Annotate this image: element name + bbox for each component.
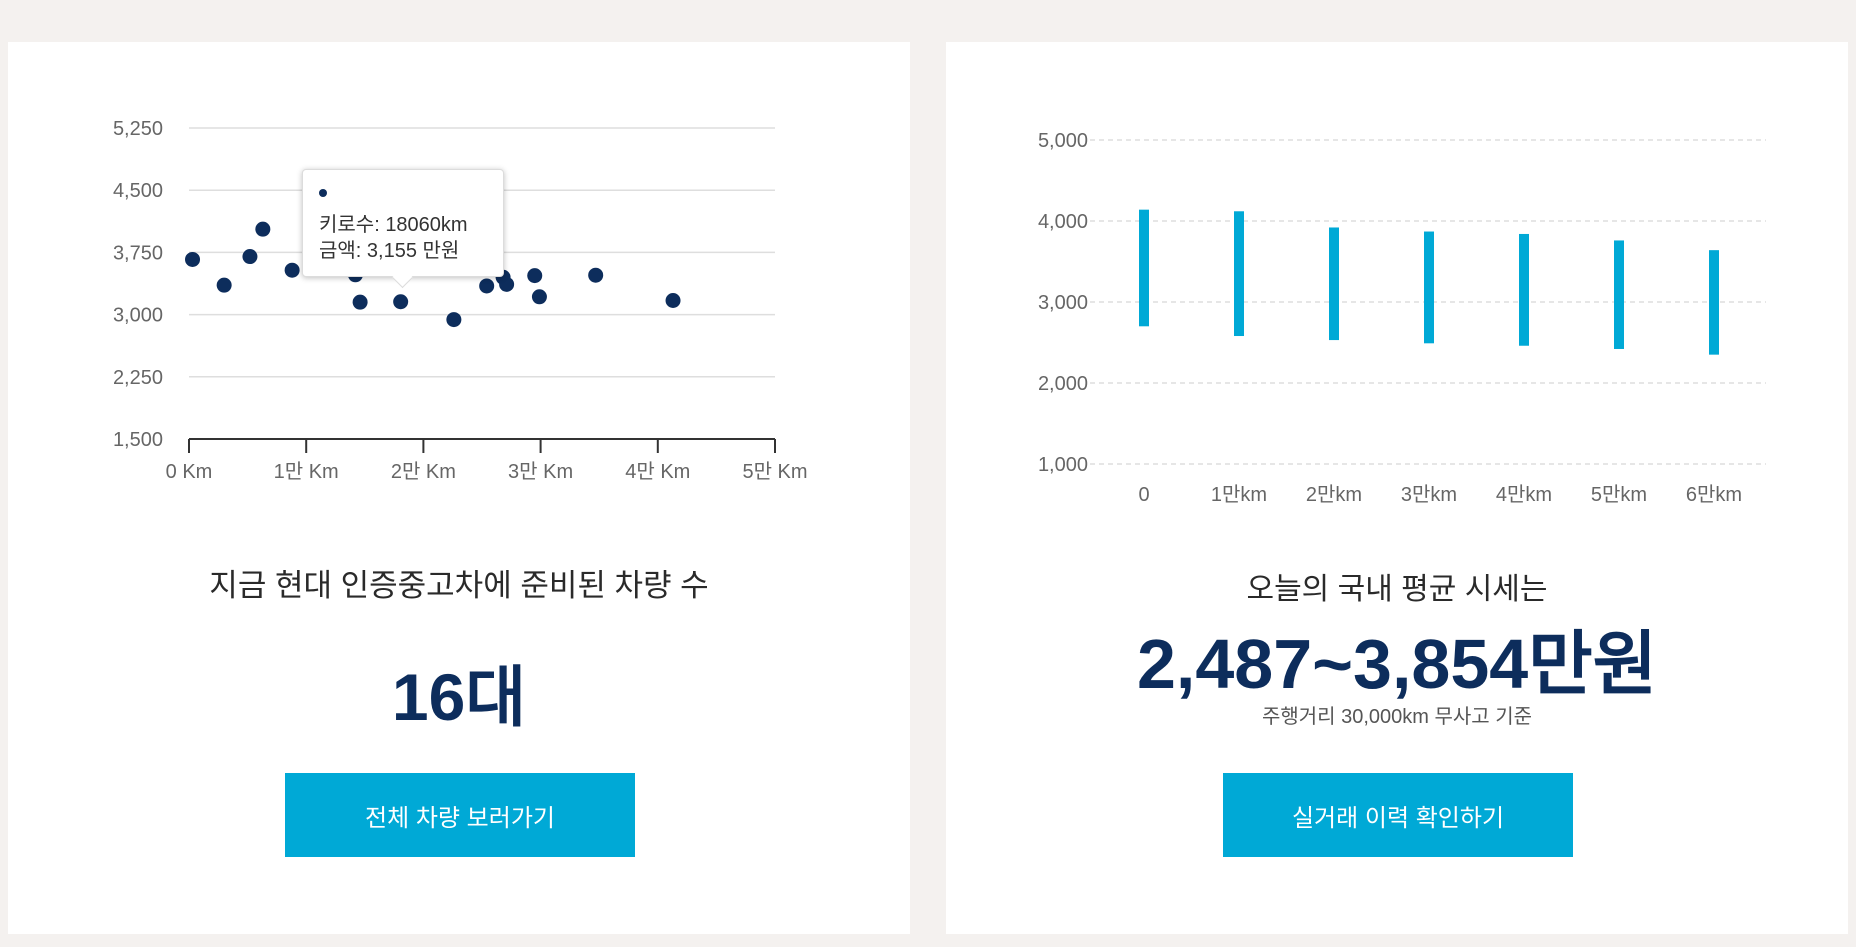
y-tick-label: 3,000 — [113, 305, 163, 327]
y-tick-label: 5,000 — [1038, 130, 1088, 152]
scatter-point — [531, 289, 547, 305]
price-range-bar — [1234, 211, 1244, 337]
scatter-point — [242, 249, 258, 265]
y-tick-label: 4,500 — [113, 180, 163, 202]
x-tick-label: 4만km — [1496, 483, 1552, 506]
price-range-bar — [1329, 227, 1339, 341]
average-price-card: 1,000 2,000 3,000 4,000 5,000 0 1만km 2만km 3만km 4만… — [946, 42, 1848, 934]
y-tick-label: 2,250 — [113, 367, 163, 389]
x-tick-label: 2만 Km — [391, 460, 456, 483]
average-price-caption: 오늘의 국내 평균 시세는 — [1246, 573, 1548, 606]
scatter-point — [284, 262, 300, 278]
x-tick-label: 5만km — [1591, 483, 1647, 506]
x-tick-label: 0 Km — [166, 461, 213, 483]
scatter-point — [446, 312, 462, 328]
x-tick-label: 6만km — [1686, 483, 1742, 506]
vehicle-count-value: 16대 — [391, 660, 527, 734]
x-tick-label: 2만km — [1306, 483, 1362, 506]
x-tick-label: 3만km — [1401, 483, 1457, 506]
x-tick-label: 1만 Km — [274, 460, 339, 483]
tooltip-marker-icon — [319, 189, 327, 197]
scatter-point — [352, 294, 368, 310]
y-tick-label: 3,750 — [113, 242, 163, 264]
scatter-point — [216, 277, 232, 293]
view-all-vehicles-button[interactable]: 전체 차량 보러가기 — [285, 773, 635, 857]
vehicle-count-card: 1,500 2,250 3,000 3,750 4,500 5,250 0 Km 1만 Km 2… — [8, 42, 910, 934]
average-price-range: 2,487~3,854만원 — [1136, 625, 1658, 703]
average-price-condition: 주행거리 30,000km 무사고 기준 — [1261, 706, 1533, 728]
vehicle-count-caption: 지금 현대 인증중고차에 준비된 차량 수 — [209, 568, 709, 603]
y-tick-label: 1,500 — [113, 429, 163, 451]
scatter-point — [479, 278, 495, 294]
price-range-bar — [1709, 250, 1719, 355]
x-tick-label: 5만 Km — [742, 460, 807, 483]
price-range-bar — [1424, 231, 1434, 344]
tooltip-price: 금액: 3,155 만원 — [319, 240, 460, 262]
scatter-point — [185, 251, 201, 267]
x-tick-label: 0 — [1138, 484, 1149, 506]
x-tick-label: 3만 Km — [508, 460, 573, 483]
scatter-point — [665, 293, 681, 309]
price-range-bar — [1139, 209, 1149, 327]
scatter-point — [393, 294, 409, 310]
y-tick-label: 5,250 — [113, 118, 163, 140]
y-tick-label: 1,000 — [1038, 454, 1088, 476]
mileage-price-scatter-chart: 1,500 2,250 3,000 3,750 4,500 5,250 0 Km 1만 Km 2… — [113, 118, 808, 483]
scatter-point — [255, 221, 271, 237]
view-transaction-history-button[interactable]: 실거래 이력 확인하기 — [1223, 773, 1573, 857]
scatter-point — [527, 268, 543, 284]
y-tick-label: 2,000 — [1038, 373, 1088, 395]
chart-tooltip: 키로수: 18060km 금액: 3,155 만원 — [302, 169, 504, 289]
price-range-bar-chart: 1,000 2,000 3,000 4,000 5,000 0 1만km 2만km 3만km 4만… — [1038, 130, 1766, 506]
tooltip-mileage: 키로수: 18060km — [319, 214, 468, 236]
scatter-point — [499, 276, 515, 292]
y-tick-label: 4,000 — [1038, 211, 1088, 233]
price-range-bar — [1519, 233, 1529, 346]
y-tick-label: 3,000 — [1038, 292, 1088, 314]
scatter-point — [588, 267, 604, 283]
price-range-bar — [1614, 240, 1624, 349]
x-tick-label: 1만km — [1211, 483, 1267, 506]
x-tick-label: 4만 Km — [625, 460, 690, 483]
